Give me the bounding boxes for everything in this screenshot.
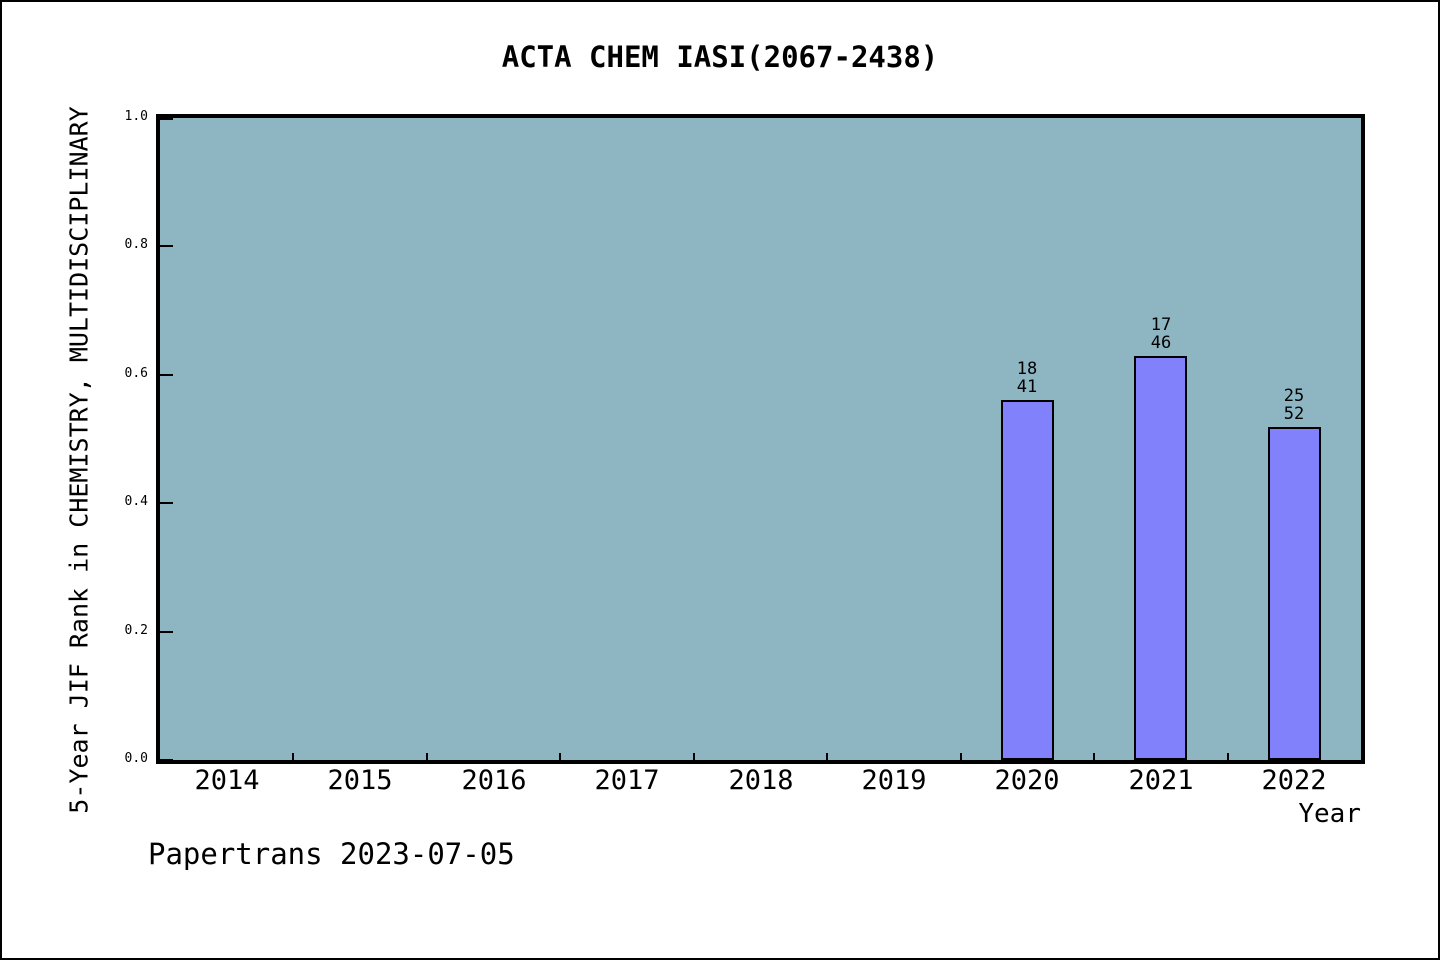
bar-2020 [1001,400,1054,760]
y-tick-mark [160,118,173,120]
x-tick-mark [960,753,962,760]
x-tick-label: 2014 [194,765,260,796]
x-tick-label: 2018 [728,765,794,796]
bar-value-label: 18 41 [987,360,1067,396]
watermark-text: Papertrans 2023-07-05 [148,837,515,871]
bar-value-label: 25 52 [1254,387,1334,423]
y-axis-label: 5-Year JIF Rank in CHEMISTRY, MULTIDISCI… [64,106,94,814]
y-tick-label: 0.0 [124,751,148,766]
chart-title: ACTA CHEM IASI(2067-2438) [501,40,939,74]
y-tick-mark [160,502,173,504]
x-tick-label: 2022 [1261,765,1327,796]
bar-label-total: 52 [1283,404,1305,424]
y-tick-mark [160,245,173,247]
bar-label-rank: 18 [1016,359,1038,379]
x-tick-label: 2021 [1128,765,1194,796]
y-tick-label: 0.4 [124,494,148,509]
x-tick-mark [826,753,828,760]
y-tick-mark [160,759,173,761]
x-tick-label: 2020 [994,765,1060,796]
x-axis-label: Year [1298,799,1361,829]
y-tick-label: 1.0 [124,109,148,124]
x-tick-mark [559,753,561,760]
y-tick-mark [160,374,173,376]
bar-label-total: 41 [1016,377,1038,397]
bar-2022 [1268,427,1321,760]
x-tick-mark [292,753,294,760]
y-tick-label: 0.6 [124,366,148,381]
bar-label-total: 46 [1150,333,1172,353]
x-tick-label: 2016 [461,765,527,796]
x-tick-label: 2019 [861,765,927,796]
plot-area: 18 41 17 46 25 52 [156,114,1365,764]
x-tick-label: 2017 [594,765,660,796]
y-tick-mark [160,631,173,633]
x-tick-mark [1227,753,1229,760]
bar-label-rank: 25 [1283,386,1305,406]
bar-2021 [1134,356,1187,760]
x-tick-mark [1093,753,1095,760]
x-tick-mark [693,753,695,760]
y-tick-label: 0.8 [124,237,148,252]
x-tick-label: 2015 [327,765,393,796]
y-tick-label: 0.2 [124,623,148,638]
bar-value-label: 17 46 [1121,316,1201,352]
bar-label-rank: 17 [1150,315,1172,335]
x-tick-mark [426,753,428,760]
